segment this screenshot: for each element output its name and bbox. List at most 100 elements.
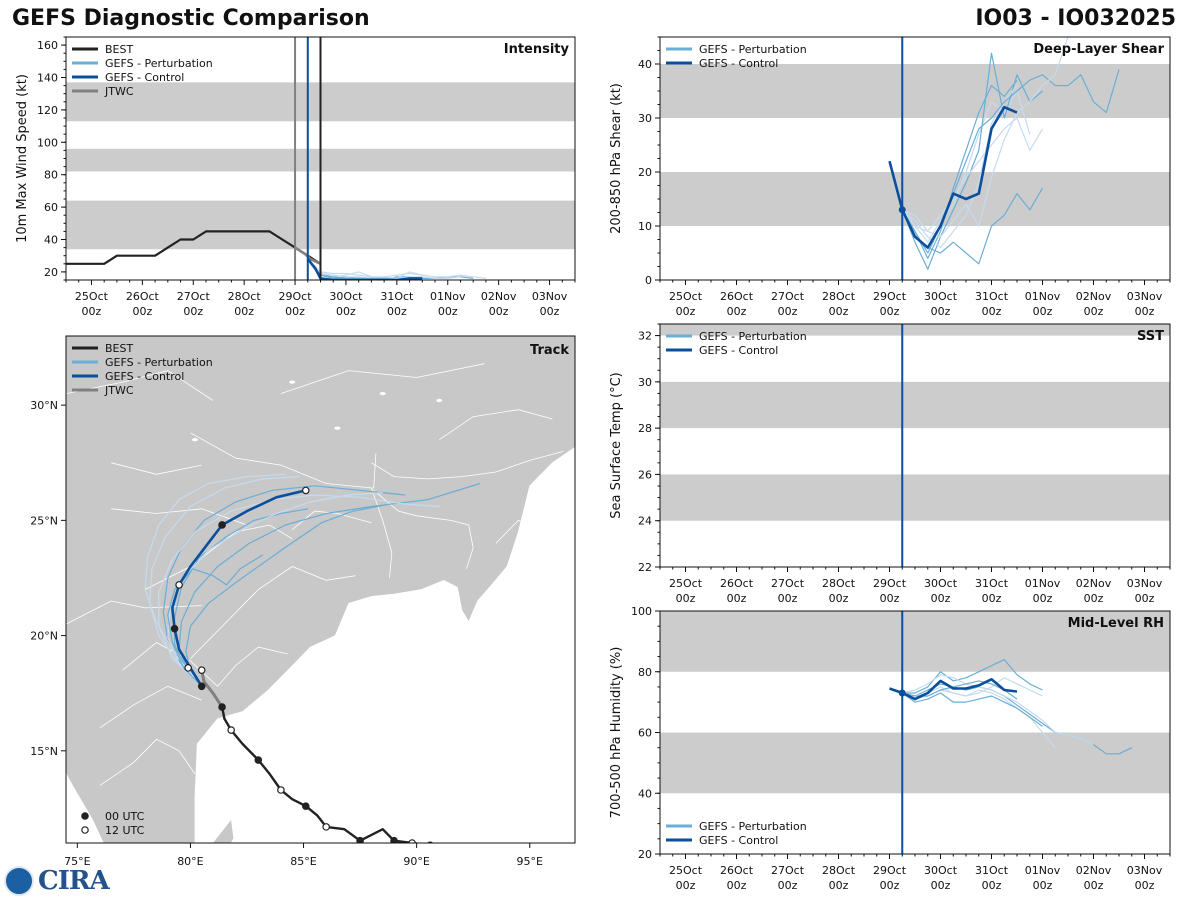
x-tick-hour: 00z [1033,305,1053,318]
lake [436,398,443,403]
y-tick-label: 120 [37,104,58,117]
track-marker-00utc [218,703,226,711]
x-tick-hour: 00z [676,305,696,318]
map-layer [66,336,575,843]
panel-title: Deep-Layer Shear [1033,42,1164,57]
x-tick-date: 26Oct [720,864,754,877]
perturbation-track [185,503,390,687]
track-panel: 75°E 80°E 85°E 90°E 95°E 15°N 20°N 25°N 30°N Trac… [30,335,576,868]
y-tick-label: 80 [44,169,58,182]
x-tick-hour: 00z [387,305,407,318]
x-tick-hour: 00z [982,305,1002,318]
plot-area [660,324,1170,567]
x-tick-hour: 00z [1033,879,1053,892]
x-tick-date: 27Oct [771,864,805,877]
x-tick-hour: 00z [778,592,798,605]
y-tick-label: 40 [638,58,652,71]
legend-label-control: GEFS - Control [699,834,778,847]
x-tick-date: 28Oct [822,290,856,303]
legend-label-control: GEFS - Control [105,71,184,84]
admin-border [99,738,196,786]
x-tick-hour: 00z [778,879,798,892]
x-tick-hour: 00z [336,305,356,318]
figure-title: GEFS Diagnostic Comparison [12,6,370,31]
perturbation-line [307,258,397,280]
y-tick-label: 20 [638,848,652,861]
y-axis-label: 200-850 hPa Shear (kt) [609,83,624,234]
admin-border [111,462,202,475]
admin-border [280,363,485,394]
y-tick-label: 22 [638,561,652,574]
x-tick-hour: 00z [931,879,951,892]
legend-label-jtwc: JTWC [104,384,134,397]
y-axis-label: 700-500 hPa Humidity (%) [609,647,624,819]
panel-title: Mid-Level RH [1068,616,1164,631]
sri-lanka [213,820,234,843]
lat-tick-label: 20°N [30,630,58,643]
x-tick-date: 31Oct [380,290,414,303]
x-tick-hour: 00z [438,305,458,318]
shear-panel: 0 10 20 30 40 200-850 hPa Shear (kt) 25Oct 00z 2… [609,36,1171,318]
sst-panel: 22 24 26 28 30 32 Sea Surface Temp (°C) 25Oct 00… [609,323,1171,605]
legend-marker-label: 12 UTC [105,824,145,837]
admin-border [122,642,288,687]
map-frame [65,335,576,844]
track-marker-00utc [218,521,226,529]
cira-logo: CIRA [4,866,110,896]
y-tick-label: 10 [638,220,652,233]
track-marker-00utc [197,682,206,691]
x-tick-hour: 00z [132,305,152,318]
y-tick-label: 32 [638,330,652,343]
admin-border [190,566,356,659]
lon-tick-label: 95°E [517,855,543,868]
x-tick-hour: 00z [880,592,900,605]
jtwc-line [294,246,322,265]
x-tick-hour: 00z [540,305,560,318]
legend-label-perturbation: GEFS - Perturbation [699,43,807,56]
track-marker-00utc [390,836,398,843]
perturbation-line [901,79,1018,259]
x-tick-date: 02Nov [1076,577,1112,590]
perturbation-line [902,659,1043,694]
control-line [888,105,1018,249]
lat-tick-label: 15°N [30,745,58,758]
perturbation-line [901,52,1043,270]
y-tick-label: 60 [638,727,652,740]
lake [379,392,386,396]
x-tick-hour: 00z [285,305,305,318]
admin-border [111,508,248,526]
x-tick-date: 27Oct [177,290,211,303]
track-marker-12utc [197,666,206,674]
x-tick-date: 27Oct [771,577,805,590]
x-tick-hour: 00z [1084,305,1104,318]
perturbation-line [902,674,1094,746]
x-tick-date: 25Oct [75,290,109,303]
x-tick-date: 03Nov [1127,290,1163,303]
x-tick-hour: 00z [82,305,102,318]
lon-tick-label: 85°E [290,855,316,868]
x-tick-hour: 00z [1084,879,1104,892]
x-tick-date: 03Nov [1127,577,1163,590]
x-tick-hour: 00z [727,305,747,318]
x-tick-hour: 00z [676,592,696,605]
track-marker-12utc [227,726,235,734]
legend-marker-00utc [81,812,89,820]
admin-border [66,370,214,401]
track-marker-12utc [301,486,310,495]
perturbation-line [307,258,423,279]
track-marker-12utc [175,581,183,589]
y-tick-label: 60 [44,201,58,214]
y-tick-label: 100 [631,605,652,618]
perturbation-track [144,473,286,687]
perturbation-track [167,492,383,687]
y-axis-label: 10m Max Wind Speed (kt) [15,74,30,243]
series-layer [66,230,486,280]
y-tick-label: 160 [37,39,58,52]
x-tick-date: 30Oct [924,864,958,877]
x-tick-hour: 00z [829,305,849,318]
legend-label-jtwc: JTWC [104,85,134,98]
admin-border [371,450,564,480]
x-tick-hour: 00z [829,879,849,892]
x-tick-hour: 00z [931,305,951,318]
x-tick-date: 31Oct [975,577,1009,590]
